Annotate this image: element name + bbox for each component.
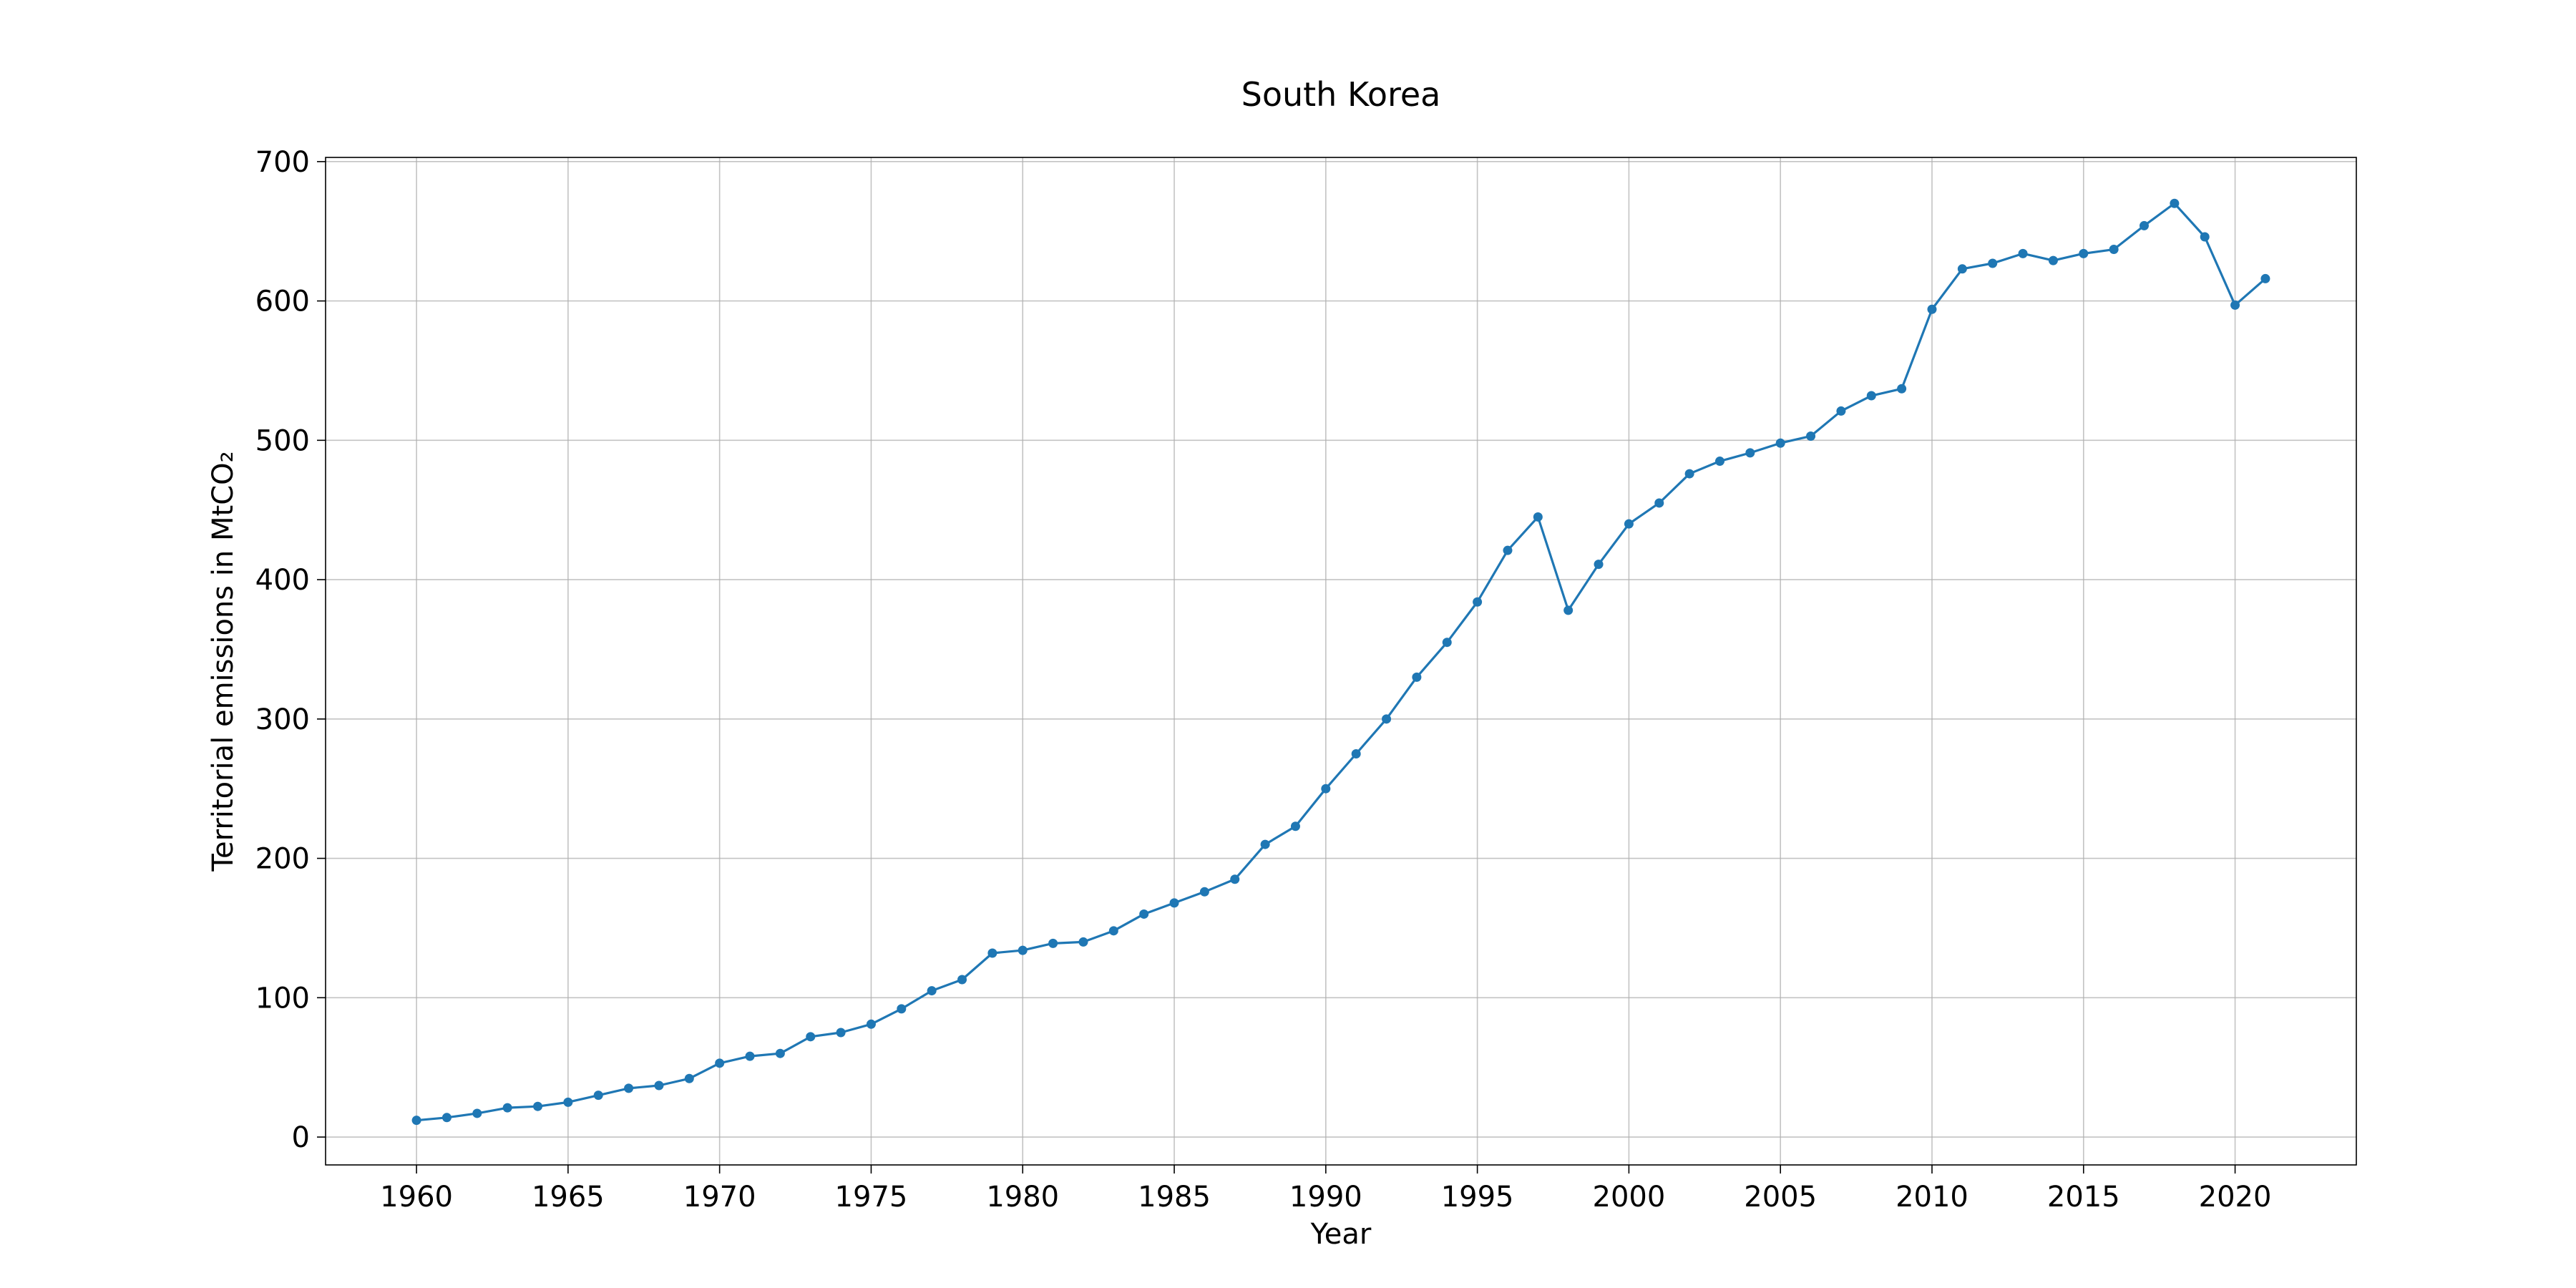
- data-point: [563, 1097, 573, 1107]
- data-point: [624, 1083, 634, 1093]
- data-point: [1260, 839, 1270, 849]
- x-tick-label: 1960: [380, 1181, 453, 1214]
- data-point: [2230, 300, 2240, 310]
- data-point: [1351, 749, 1361, 759]
- data-point: [866, 1019, 876, 1029]
- x-tick-label: 2015: [2047, 1181, 2120, 1214]
- data-point: [1230, 874, 1240, 884]
- data-point: [775, 1048, 785, 1058]
- data-point: [1048, 938, 1058, 948]
- y-tick-label: 500: [255, 424, 310, 457]
- x-tick-label: 2005: [1744, 1181, 1817, 1214]
- x-tick-label: 1975: [835, 1181, 908, 1214]
- data-point: [472, 1108, 482, 1118]
- data-point: [441, 1113, 452, 1123]
- data-point: [1412, 672, 1422, 682]
- x-tick-label: 1985: [1138, 1181, 1211, 1214]
- y-tick-label: 400: [255, 564, 310, 597]
- data-point: [987, 948, 997, 958]
- y-tick-label: 100: [255, 982, 310, 1015]
- series-line: [416, 202, 2266, 1122]
- data-point: [1533, 512, 1543, 522]
- data-point: [2139, 220, 2149, 230]
- x-axis-label: Year: [1310, 1218, 1372, 1251]
- x-tick-label: 1995: [1441, 1181, 1514, 1214]
- x-tick-label: 1980: [986, 1181, 1059, 1214]
- x-tick-label: 1990: [1289, 1181, 1362, 1214]
- grid-layer: [326, 157, 2356, 1165]
- data-point: [2260, 273, 2270, 283]
- data-point: [1775, 438, 1785, 448]
- data-point: [2200, 232, 2210, 242]
- data-point: [715, 1058, 725, 1068]
- data-point: [1594, 560, 1604, 570]
- x-tick-label: 2010: [1896, 1181, 1968, 1214]
- data-point: [411, 1116, 421, 1126]
- data-point: [897, 1004, 907, 1014]
- data-point: [1078, 937, 1088, 947]
- data-point: [2018, 248, 2028, 258]
- data-point: [1382, 714, 1392, 724]
- chart-title: South Korea: [1241, 75, 1441, 114]
- data-point: [1866, 391, 1876, 401]
- data-point: [927, 986, 937, 996]
- data-point: [502, 1103, 512, 1113]
- data-point: [1897, 384, 1907, 394]
- data-point: [1957, 264, 1967, 274]
- data-point: [1290, 821, 1300, 831]
- x-tick-label: 2020: [2199, 1181, 2272, 1214]
- data-point: [1806, 431, 1816, 441]
- series-layer: [411, 198, 2270, 1126]
- x-tick-label: 2000: [1593, 1181, 1666, 1214]
- plot-area-frame: [325, 157, 2357, 1166]
- data-point: [1108, 926, 1118, 936]
- data-point: [1563, 605, 1574, 615]
- y-tick-label: 700: [255, 146, 310, 179]
- data-point: [2048, 255, 2058, 265]
- tick-layer: 1960 1965 1970 1975 1980 1985 1990 1995 2000 2005…: [255, 146, 2272, 1214]
- data-point: [1018, 945, 1028, 955]
- y-tick-label: 200: [255, 843, 310, 876]
- y-tick-label: 300: [255, 703, 310, 736]
- data-point: [1503, 545, 1513, 555]
- data-point: [957, 975, 967, 985]
- x-tick-label: 1965: [532, 1181, 605, 1214]
- y-axis-label: Territorial emissions in MtCO₂: [207, 451, 240, 872]
- data-point: [2109, 245, 2119, 255]
- data-point: [533, 1101, 543, 1111]
- data-point: [1988, 258, 1998, 268]
- data-point: [1927, 304, 1937, 314]
- data-point: [806, 1032, 816, 1042]
- data-point: [1473, 597, 1483, 607]
- y-tick-label: 0: [292, 1121, 310, 1154]
- data-point: [1654, 498, 1664, 508]
- data-point: [1714, 457, 1724, 467]
- data-point: [684, 1073, 694, 1083]
- data-point: [1442, 638, 1452, 648]
- data-point: [836, 1028, 846, 1038]
- data-point: [2170, 198, 2180, 208]
- data-point: [2079, 248, 2089, 258]
- data-point: [1139, 909, 1149, 919]
- data-point: [1624, 519, 1634, 529]
- data-point: [1321, 784, 1331, 794]
- x-tick-label: 1970: [683, 1181, 756, 1214]
- data-point: [1684, 469, 1694, 479]
- data-point: [593, 1091, 603, 1101]
- data-point: [1836, 406, 1846, 416]
- data-point: [654, 1080, 664, 1091]
- data-point: [1199, 887, 1209, 897]
- data-point: [1745, 448, 1755, 458]
- y-tick-label: 600: [255, 286, 310, 318]
- data-point: [1169, 898, 1179, 908]
- data-point: [745, 1051, 755, 1061]
